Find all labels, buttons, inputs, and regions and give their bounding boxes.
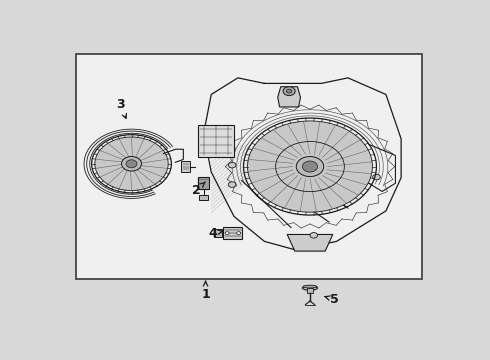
Circle shape — [237, 232, 241, 234]
Text: 2: 2 — [192, 182, 205, 197]
Bar — [181, 161, 190, 172]
Ellipse shape — [302, 286, 318, 290]
Circle shape — [126, 160, 137, 168]
Text: 4: 4 — [209, 226, 223, 240]
Text: 3: 3 — [116, 98, 126, 118]
Polygon shape — [287, 234, 333, 251]
Bar — [76, 54, 422, 279]
Circle shape — [287, 89, 292, 93]
Bar — [214, 229, 222, 237]
Bar — [198, 177, 209, 189]
Circle shape — [247, 121, 372, 212]
Circle shape — [228, 162, 236, 168]
Circle shape — [296, 157, 324, 177]
Circle shape — [310, 233, 318, 238]
Polygon shape — [278, 87, 300, 107]
Text: 1: 1 — [201, 282, 210, 301]
Bar — [223, 227, 243, 239]
Bar — [307, 288, 313, 293]
Ellipse shape — [303, 285, 317, 288]
Circle shape — [228, 182, 236, 187]
Circle shape — [122, 157, 142, 171]
Circle shape — [225, 232, 229, 234]
Circle shape — [302, 161, 318, 172]
Bar — [199, 195, 208, 200]
Circle shape — [283, 87, 295, 96]
Circle shape — [95, 137, 168, 190]
Text: 5: 5 — [325, 293, 339, 306]
Circle shape — [372, 174, 380, 180]
Bar — [198, 125, 234, 157]
